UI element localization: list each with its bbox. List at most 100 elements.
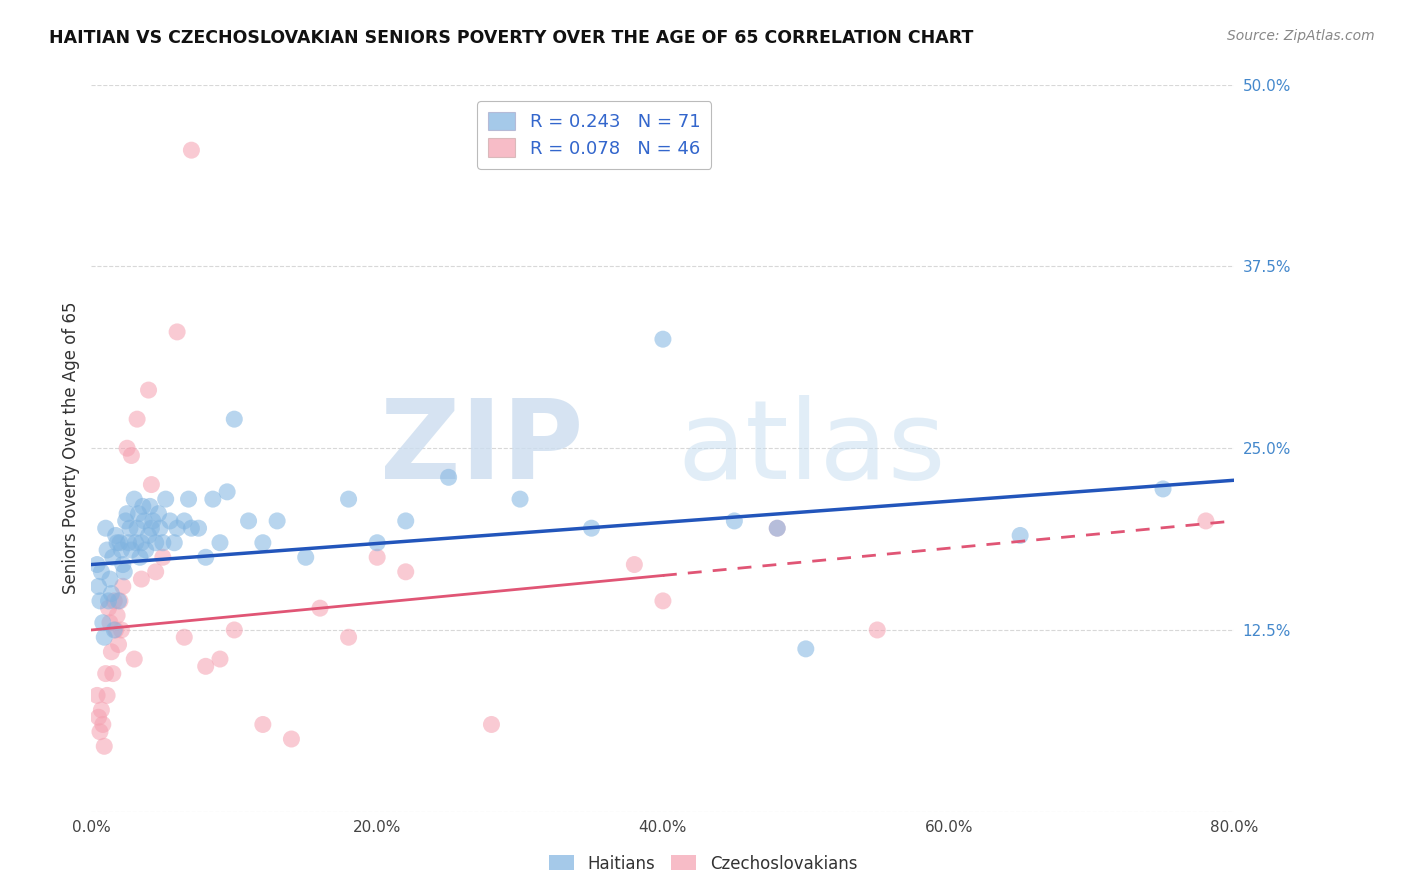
Point — [509, 492, 531, 507]
Point — [127, 412, 149, 426]
Y-axis label: Seniors Poverty Over the Age of 65: Seniors Poverty Over the Age of 65 — [62, 302, 80, 594]
Point — [166, 325, 188, 339]
Text: HAITIAN VS CZECHOSLOVAKIAN SENIORS POVERTY OVER THE AGE OF 65 CORRELATION CHART: HAITIAN VS CZECHOSLOVAKIAN SENIORS POVER… — [49, 29, 973, 46]
Point — [309, 601, 332, 615]
Point — [118, 521, 141, 535]
Point — [794, 641, 817, 656]
Point — [134, 514, 156, 528]
Point — [238, 514, 260, 528]
Point — [90, 703, 112, 717]
Point — [148, 507, 170, 521]
Point — [131, 535, 153, 549]
Point — [98, 615, 121, 630]
Point — [122, 492, 145, 507]
Point — [128, 507, 150, 521]
Point — [139, 500, 162, 514]
Point — [93, 630, 115, 644]
Point — [180, 143, 202, 157]
Point — [623, 558, 645, 572]
Point — [224, 412, 246, 426]
Point — [138, 528, 160, 542]
Point — [132, 500, 155, 514]
Point — [138, 383, 160, 397]
Point — [93, 739, 115, 754]
Point — [108, 594, 131, 608]
Point — [94, 521, 117, 535]
Point — [129, 550, 152, 565]
Point — [107, 638, 129, 652]
Point — [177, 492, 200, 507]
Point — [111, 558, 134, 572]
Point — [201, 492, 224, 507]
Point — [120, 543, 142, 558]
Point — [166, 521, 188, 535]
Point — [96, 689, 118, 703]
Point — [280, 731, 302, 746]
Text: atlas: atlas — [678, 395, 946, 501]
Point — [437, 470, 460, 484]
Point — [86, 558, 108, 572]
Point — [114, 514, 136, 528]
Point — [101, 666, 124, 681]
Point — [395, 514, 418, 528]
Point — [103, 594, 125, 608]
Point — [115, 507, 138, 521]
Point — [87, 579, 110, 593]
Point — [766, 521, 789, 535]
Point — [208, 652, 231, 666]
Point — [145, 535, 167, 549]
Point — [337, 630, 360, 644]
Point — [111, 579, 134, 593]
Point — [87, 710, 110, 724]
Point — [86, 689, 108, 703]
Point — [141, 521, 163, 535]
Point — [252, 535, 274, 549]
Point — [723, 514, 745, 528]
Point — [97, 601, 120, 615]
Point — [135, 543, 157, 558]
Point — [152, 550, 174, 565]
Point — [866, 623, 889, 637]
Point — [105, 608, 128, 623]
Point — [122, 652, 145, 666]
Point — [127, 521, 149, 535]
Point — [120, 449, 142, 463]
Point — [180, 521, 202, 535]
Point — [131, 572, 153, 586]
Point — [366, 550, 388, 565]
Point — [194, 550, 217, 565]
Text: ZIP: ZIP — [380, 395, 583, 501]
Point — [294, 550, 316, 565]
Point — [651, 332, 673, 346]
Point — [208, 535, 231, 549]
Legend: R = 0.243   N = 71, R = 0.078   N = 46: R = 0.243 N = 71, R = 0.078 N = 46 — [478, 101, 711, 169]
Point — [1152, 482, 1174, 496]
Point — [98, 572, 121, 586]
Text: Source: ZipAtlas.com: Source: ZipAtlas.com — [1227, 29, 1375, 43]
Point — [766, 521, 789, 535]
Point — [395, 565, 418, 579]
Point — [100, 645, 122, 659]
Point — [107, 594, 129, 608]
Point — [141, 477, 163, 491]
Point — [142, 514, 165, 528]
Point — [100, 587, 122, 601]
Legend: Haitians, Czechoslovakians: Haitians, Czechoslovakians — [543, 848, 863, 880]
Point — [94, 666, 117, 681]
Point — [96, 543, 118, 558]
Point — [173, 514, 195, 528]
Point — [115, 442, 138, 455]
Point — [337, 492, 360, 507]
Point — [105, 535, 128, 549]
Point — [91, 615, 114, 630]
Point — [155, 492, 177, 507]
Point — [108, 535, 131, 549]
Point — [110, 623, 132, 637]
Point — [224, 623, 246, 637]
Point — [159, 514, 181, 528]
Point — [481, 717, 503, 731]
Point — [145, 565, 167, 579]
Point — [173, 630, 195, 644]
Point — [112, 565, 135, 579]
Point — [194, 659, 217, 673]
